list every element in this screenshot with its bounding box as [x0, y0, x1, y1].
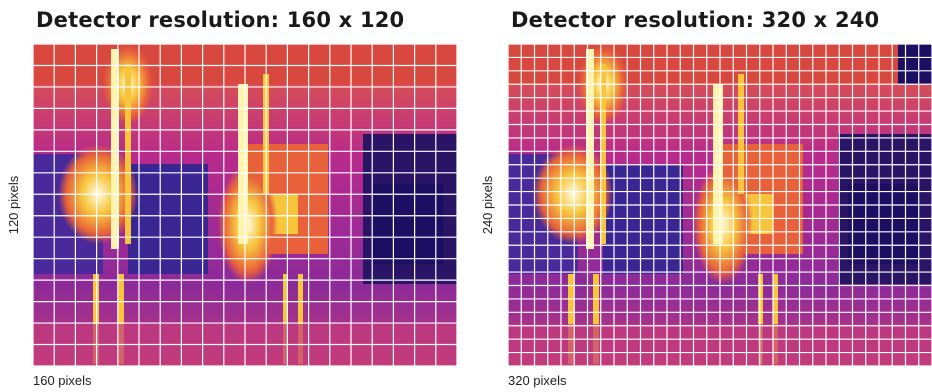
x-axis-label-right: 320 pixels [508, 373, 567, 388]
x-axis-label-left: 160 pixels [33, 373, 92, 388]
thermal-scene-left [33, 44, 457, 366]
thermal-scene-right [508, 44, 932, 366]
panel-title-right: Detector resolution: 320 x 240 [511, 8, 880, 32]
y-axis-label-left: 120 pixels [6, 175, 21, 235]
thermal-image-right [508, 44, 932, 366]
panel-title-left: Detector resolution: 160 x 120 [36, 8, 405, 32]
pixel-grid-left [33, 44, 457, 366]
y-axis-label-right: 240 pixels [480, 175, 495, 235]
thermal-image-left [33, 44, 457, 366]
pixel-grid-right [508, 44, 932, 366]
